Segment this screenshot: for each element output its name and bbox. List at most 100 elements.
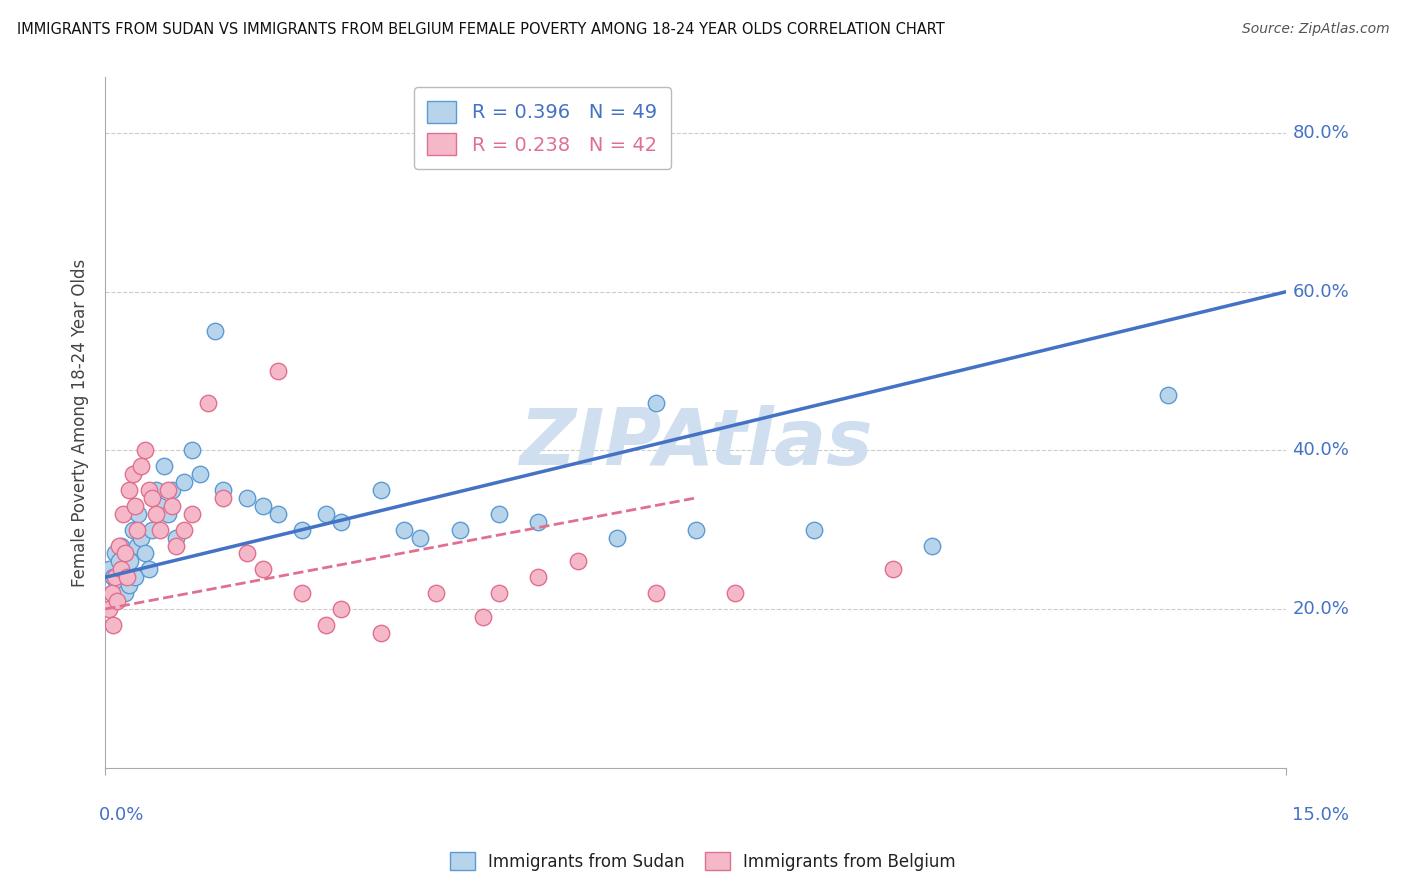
Point (111, 507, 134, 521)
Text: 20.0%: 20.0% (1292, 600, 1350, 618)
Point (111, 562, 134, 576)
Point (488, 586, 510, 600)
Point (425, 586, 447, 600)
Point (882, 562, 904, 576)
Point (100, 586, 122, 600)
Point (370, 483, 392, 497)
Point (153, 459, 176, 474)
Point (117, 570, 139, 584)
Text: 40.0%: 40.0% (1292, 442, 1350, 459)
Point (197, 395, 219, 409)
Point (160, 499, 183, 513)
Point (118, 578, 141, 592)
Point (120, 554, 142, 568)
Point (291, 586, 314, 600)
Point (267, 364, 290, 378)
Point (315, 618, 337, 632)
Point (1157, 388, 1180, 402)
Point (138, 483, 160, 497)
Text: 60.0%: 60.0% (1292, 283, 1348, 301)
Point (527, 570, 550, 584)
Point (173, 475, 195, 489)
Point (921, 539, 943, 553)
Point (110, 562, 132, 576)
Point (104, 570, 127, 584)
Point (141, 523, 163, 537)
Point (105, 578, 128, 592)
Point (803, 523, 825, 537)
Point (330, 602, 353, 616)
Point (141, 491, 163, 505)
Point (204, 324, 226, 338)
Point (124, 570, 146, 584)
Point (330, 515, 353, 529)
Point (134, 546, 156, 560)
Y-axis label: Female Poverty Among 18-24 Year Olds: Female Poverty Among 18-24 Year Olds (72, 259, 89, 587)
Point (370, 625, 392, 640)
Point (315, 507, 337, 521)
Point (685, 523, 707, 537)
Point (645, 586, 668, 600)
Point (114, 546, 136, 560)
Point (567, 554, 589, 568)
Point (101, 618, 124, 632)
Legend: R = 0.396   N = 49, R = 0.238   N = 42: R = 0.396 N = 49, R = 0.238 N = 42 (413, 87, 671, 169)
Point (149, 499, 172, 513)
Point (165, 531, 187, 545)
Point (173, 523, 195, 537)
Point (180, 443, 202, 458)
Point (134, 443, 156, 458)
Point (212, 491, 235, 505)
Point (118, 483, 141, 497)
Text: IMMIGRANTS FROM SUDAN VS IMMIGRANTS FROM BELGIUM FEMALE POVERTY AMONG 18-24 YEAR: IMMIGRANTS FROM SUDAN VS IMMIGRANTS FROM… (17, 22, 945, 37)
Text: 15.0%: 15.0% (1292, 805, 1350, 823)
Point (98, 562, 121, 576)
Point (645, 395, 668, 409)
Point (449, 523, 471, 537)
Point (145, 507, 167, 521)
Point (121, 523, 143, 537)
Legend: Immigrants from Sudan, Immigrants from Belgium: Immigrants from Sudan, Immigrants from B… (441, 844, 965, 880)
Point (157, 483, 180, 497)
Point (236, 491, 259, 505)
Point (101, 570, 124, 584)
Point (188, 467, 211, 482)
Point (110, 539, 132, 553)
Point (98, 602, 121, 616)
Point (121, 467, 143, 482)
Point (488, 507, 510, 521)
Point (149, 523, 172, 537)
Point (180, 507, 202, 521)
Text: 0.0%: 0.0% (100, 805, 145, 823)
Point (212, 483, 235, 497)
Point (291, 523, 314, 537)
Text: ZIPAtlas: ZIPAtlas (519, 405, 873, 482)
Point (138, 562, 160, 576)
Point (124, 499, 146, 513)
Point (108, 539, 131, 553)
Text: Source: ZipAtlas.com: Source: ZipAtlas.com (1241, 22, 1389, 37)
Point (145, 483, 167, 497)
Point (267, 507, 290, 521)
Point (107, 554, 129, 568)
Point (125, 523, 148, 537)
Point (104, 546, 127, 560)
Point (125, 539, 148, 553)
Point (527, 515, 550, 529)
Text: 80.0%: 80.0% (1292, 124, 1348, 142)
Point (129, 459, 152, 474)
Point (724, 586, 747, 600)
Point (117, 546, 139, 560)
Point (100, 586, 122, 600)
Point (129, 531, 152, 545)
Point (252, 499, 274, 513)
Point (606, 531, 628, 545)
Point (165, 539, 187, 553)
Point (157, 507, 180, 521)
Point (114, 586, 136, 600)
Point (127, 507, 149, 521)
Point (105, 594, 128, 608)
Point (252, 562, 274, 576)
Point (236, 546, 259, 560)
Point (394, 523, 416, 537)
